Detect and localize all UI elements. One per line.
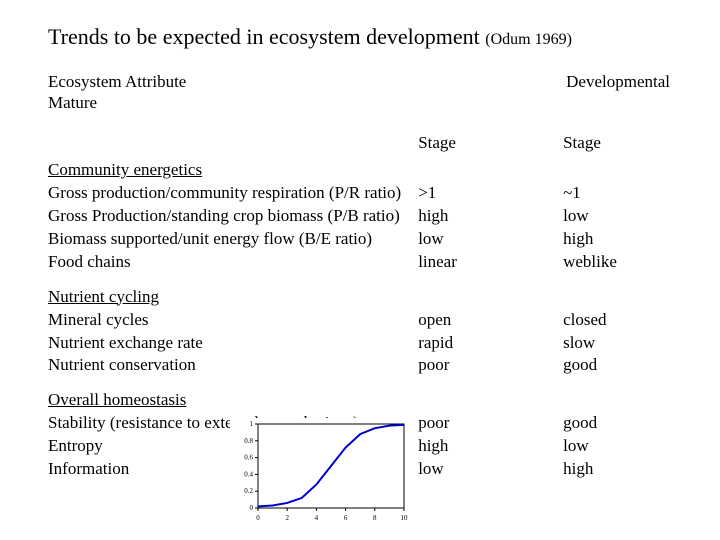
section-title: Nutrient cycling <box>48 286 428 309</box>
slide-title: Trends to be expected in ecosystem devel… <box>48 24 680 50</box>
table-row: Gross Production/standing crop biomass (… <box>48 205 680 228</box>
row-label: Biomass supported/unit energy flow (B/E … <box>48 228 418 251</box>
svg-text:4: 4 <box>315 514 319 522</box>
row-mat-value: closed <box>535 309 680 332</box>
row-mat-value: high <box>535 228 680 251</box>
header-developmental: Developmental <box>566 72 680 92</box>
row-dev-value: poor <box>418 412 535 435</box>
svg-text:2: 2 <box>285 514 289 522</box>
svg-text:8: 8 <box>373 514 377 522</box>
row-label: Food chains <box>48 251 418 274</box>
header-attribute: Ecosystem Attribute <box>48 72 428 92</box>
row-dev-value: high <box>418 205 535 228</box>
row-mat-value: high <box>535 458 680 481</box>
row-label: Gross Production/standing crop biomass (… <box>48 205 418 228</box>
svg-text:0.2: 0.2 <box>244 487 253 495</box>
header-mature: Mature <box>48 92 428 115</box>
section-block: Community energeticsGross production/com… <box>48 159 680 274</box>
row-dev-value: poor <box>418 354 535 377</box>
section-title: Community energetics <box>48 159 428 182</box>
table-row: Nutrient conservationpoorgood <box>48 354 680 377</box>
svg-text:1: 1 <box>250 420 254 428</box>
row-mat-value: low <box>535 205 680 228</box>
row-label: Gross production/community respiration (… <box>48 182 418 205</box>
svg-text:0.6: 0.6 <box>244 454 253 462</box>
row-label: Mineral cycles <box>48 309 418 332</box>
svg-text:10: 10 <box>401 514 409 522</box>
row-label: Nutrient exchange rate <box>48 332 418 355</box>
row-mat-value: low <box>535 435 680 458</box>
section-block: Nutrient cyclingMineral cyclesopenclosed… <box>48 286 680 378</box>
row-label: Nutrient conservation <box>48 354 418 377</box>
slide-page: Trends to be expected in ecosystem devel… <box>0 0 720 481</box>
row-mat-value: ~1 <box>535 182 680 205</box>
row-dev-value: rapid <box>418 332 535 355</box>
row-mat-value: good <box>535 412 680 435</box>
row-dev-value: linear <box>418 251 535 274</box>
row-mat-value: weblike <box>535 251 680 274</box>
stage-dev: Stage <box>418 133 535 153</box>
row-mat-value: good <box>535 354 680 377</box>
logistic-chart: 0 2 4 6 8 10 0 0.2 0.4 0.6 0.8 1 <box>230 418 410 526</box>
table-row: Food chainslinearweblike <box>48 251 680 274</box>
row-mat-value: slow <box>535 332 680 355</box>
row-dev-value: high <box>418 435 535 458</box>
row-dev-value: low <box>418 458 535 481</box>
table-row: Biomass supported/unit energy flow (B/E … <box>48 228 680 251</box>
stage-mat: Stage <box>535 133 680 153</box>
title-main: Trends to be expected in ecosystem devel… <box>48 24 480 49</box>
svg-text:0: 0 <box>256 514 260 522</box>
svg-text:0: 0 <box>250 504 254 512</box>
table-row: Gross production/community respiration (… <box>48 182 680 205</box>
row-dev-value: low <box>418 228 535 251</box>
row-dev-value: open <box>418 309 535 332</box>
header-row: Ecosystem Attribute Developmental <box>48 72 680 92</box>
title-citation: (Odum 1969) <box>485 31 572 48</box>
table-row: Nutrient exchange raterapidslow <box>48 332 680 355</box>
stage-row: Stage Stage <box>48 133 680 153</box>
svg-text:6: 6 <box>344 514 348 522</box>
svg-text:0.4: 0.4 <box>244 470 253 478</box>
svg-text:0.8: 0.8 <box>244 437 253 445</box>
table-row: Mineral cyclesopenclosed <box>48 309 680 332</box>
row-dev-value: >1 <box>418 182 535 205</box>
section-title: Overall homeostasis <box>48 389 428 412</box>
